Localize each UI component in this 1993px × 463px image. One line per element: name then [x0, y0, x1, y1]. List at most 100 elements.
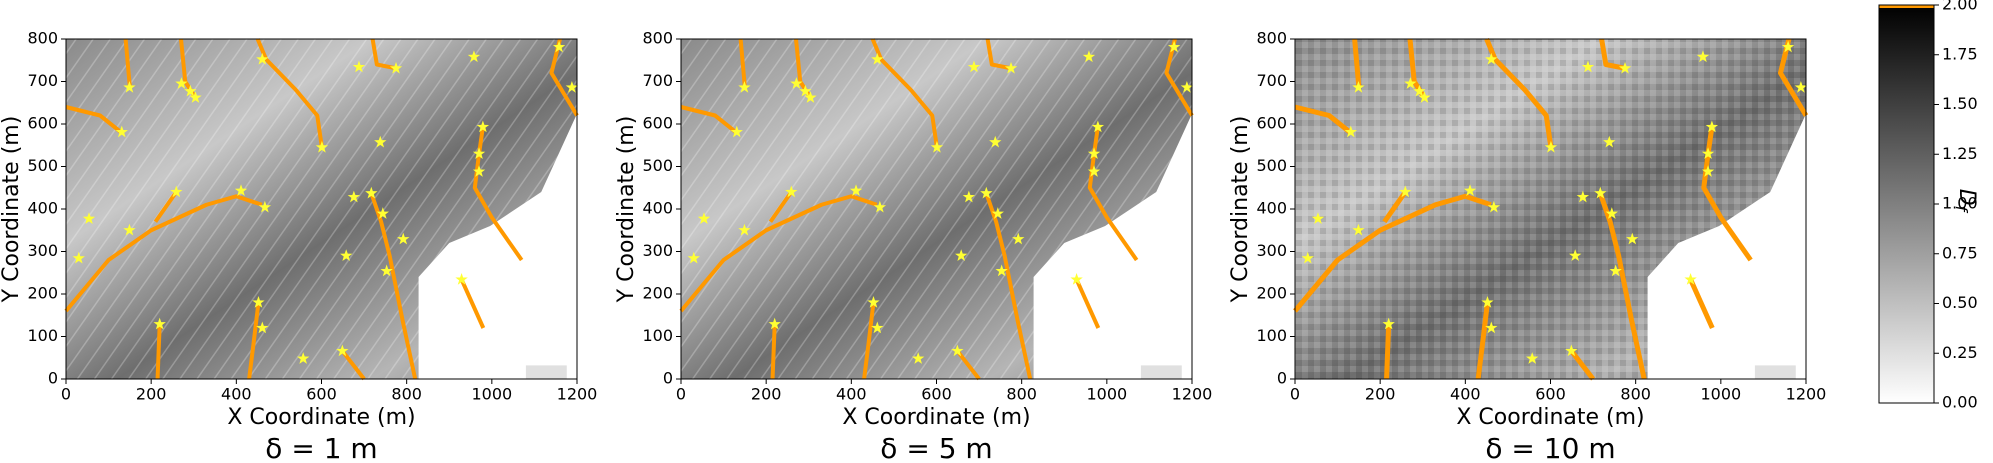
- x-axis-label: X Coordinate (m): [227, 405, 415, 430]
- y-tick-label: 100: [1256, 326, 1287, 345]
- star-point: [315, 140, 329, 153]
- star-point: [472, 165, 486, 177]
- star-point: [72, 251, 85, 264]
- star-point: [476, 120, 490, 133]
- star-point: [1701, 165, 1715, 177]
- star-point: [1082, 50, 1096, 63]
- star-point: [1594, 186, 1607, 199]
- channel: [679, 194, 878, 313]
- x-tick-label: 400: [1450, 385, 1481, 404]
- channel: [1087, 126, 1139, 262]
- channel: [1599, 38, 1626, 71]
- raster-texture: [681, 39, 1192, 379]
- star-point: [1485, 52, 1498, 65]
- y-tick-label: 700: [1256, 71, 1287, 90]
- x-tick-label: 1000: [1086, 385, 1127, 404]
- y-tick-label: 400: [1256, 199, 1287, 218]
- y-tick-label: 600: [1256, 114, 1287, 133]
- star-point: [989, 135, 1002, 148]
- channel: [770, 324, 777, 380]
- star-point: [1070, 273, 1083, 285]
- x-axis-label: X Coordinate (m): [1456, 405, 1644, 430]
- panel: 0 200 400 600 800 1000 1200 0 100 200 300 400 500 600…: [1228, 29, 1826, 463]
- star-point: [867, 296, 880, 308]
- y-tick-label: 500: [1256, 156, 1287, 175]
- panel-subtitle: δ = 1 m: [265, 432, 377, 463]
- star-point: [1091, 120, 1105, 133]
- star-point: [1301, 251, 1314, 264]
- star-point: [1576, 190, 1590, 203]
- star-point: [189, 91, 202, 103]
- star-point: [1311, 212, 1325, 225]
- y-tick-label: 300: [642, 241, 673, 260]
- raster-patch: [525, 365, 567, 379]
- star-point: [380, 264, 393, 277]
- star-point: [552, 40, 566, 53]
- x-tick-label: 1200: [557, 385, 598, 404]
- star-point: [1544, 140, 1558, 153]
- star-point: [991, 207, 1005, 219]
- star-point: [467, 50, 481, 63]
- star-point: [1167, 40, 1181, 53]
- y-tick-label: 300: [1256, 241, 1287, 260]
- y-tick-label: 800: [642, 29, 673, 48]
- colorbar-tick-label: 0.00: [1942, 393, 1978, 412]
- x-tick-label: 0: [676, 385, 686, 404]
- star-point: [871, 52, 884, 65]
- y-tick-label: 500: [27, 156, 58, 175]
- raster: [66, 39, 577, 379]
- channel: [123, 38, 132, 88]
- channel: [1352, 38, 1362, 88]
- star-point: [389, 61, 403, 74]
- colorbar-tick-label: 2.00: [1942, 0, 1978, 14]
- star-point: [1352, 80, 1365, 93]
- raster-texture: [1295, 39, 1806, 379]
- star-point: [123, 80, 136, 93]
- y-tick-label: 200: [27, 284, 58, 303]
- channel: [255, 38, 324, 148]
- raster-patch: [1754, 365, 1796, 379]
- star-point: [376, 207, 390, 219]
- star-point: [1418, 91, 1431, 103]
- channel: [370, 38, 397, 71]
- x-tick-label: 1200: [1172, 385, 1213, 404]
- star-point: [738, 223, 751, 236]
- star-point: [153, 317, 166, 330]
- star-point: [1382, 317, 1395, 330]
- x-tick-label: 800: [1620, 385, 1651, 404]
- channel: [1293, 193, 1492, 313]
- star-point: [930, 140, 944, 153]
- star-point: [1463, 184, 1477, 196]
- x-tick-label: 0: [1290, 385, 1300, 404]
- star-point: [1481, 296, 1494, 308]
- channel: [1475, 302, 1490, 380]
- star-point: [1012, 232, 1025, 245]
- star-point: [955, 249, 968, 262]
- star-point: [730, 125, 743, 138]
- x-tick-label: 600: [1535, 385, 1566, 404]
- channel: [1688, 278, 1715, 330]
- star-point: [115, 125, 128, 138]
- channel: [1294, 104, 1352, 135]
- y-tick-label: 800: [27, 29, 58, 48]
- star-point: [980, 186, 993, 199]
- channel: [1074, 278, 1101, 329]
- star-point: [849, 184, 863, 196]
- star-point: [82, 212, 96, 225]
- y-axis-label: Y Coordinate (m): [614, 116, 639, 304]
- channel: [985, 38, 1012, 71]
- y-tick-label: 600: [27, 114, 58, 133]
- x-tick-label: 1000: [471, 385, 512, 404]
- star-point: [1526, 352, 1539, 364]
- panels: 0 200 400 600 800 1000 12000100200300400500600…: [0, 29, 1826, 463]
- star-point: [1004, 61, 1018, 74]
- star-point: [1487, 200, 1501, 213]
- x-tick-label: 800: [1006, 385, 1037, 404]
- star-point: [1087, 165, 1101, 177]
- star-point: [374, 135, 387, 148]
- colorbar-tick-label: 0.50: [1942, 293, 1978, 312]
- star-point: [995, 264, 1008, 277]
- star-point: [1609, 264, 1622, 277]
- x-tick-label: 400: [221, 385, 252, 404]
- star-point: [1399, 185, 1412, 198]
